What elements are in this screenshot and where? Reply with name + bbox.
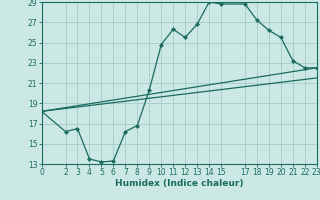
X-axis label: Humidex (Indice chaleur): Humidex (Indice chaleur) [115, 179, 244, 188]
